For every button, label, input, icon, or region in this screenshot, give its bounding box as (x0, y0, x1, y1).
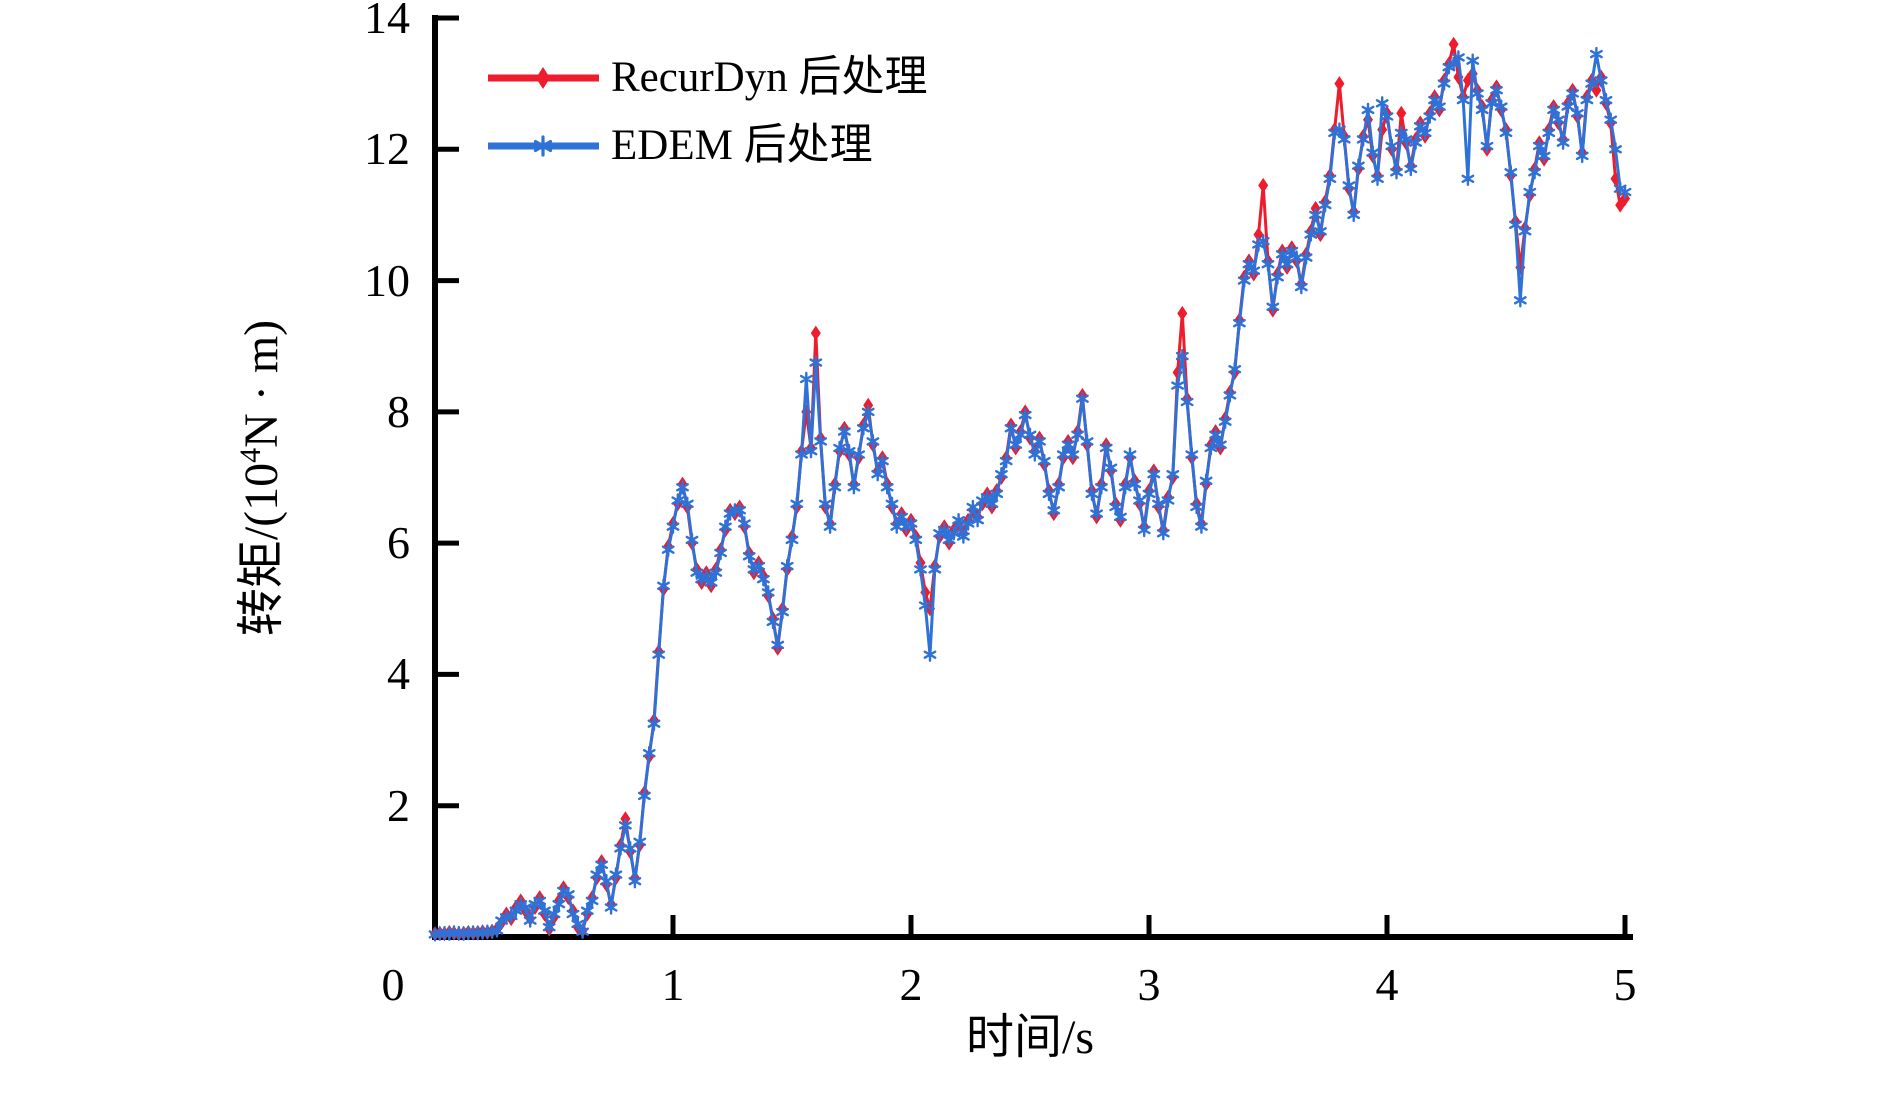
y-tick-label: 14 (364, 0, 410, 43)
legend-item-recurdyn: RecurDyn 后处理 (486, 48, 927, 108)
y-axis-title-prefix: 转矩/(10 (235, 462, 288, 637)
legend-label-recurdyn: RecurDyn 后处理 (611, 54, 928, 101)
y-axis-title: 转矩/(104N · m) (232, 178, 292, 778)
x-tick-label: 0 (381, 959, 405, 1010)
legend-line-star-icon (488, 135, 599, 157)
y-axis-title-suffix: N · m) (235, 319, 288, 448)
y-tick-label: 12 (364, 123, 410, 175)
series-line-diamond (434, 42, 1627, 936)
y-tick-label: 8 (387, 385, 410, 437)
y-tick-label: 10 (364, 254, 410, 306)
y-tick-label: 2 (387, 779, 410, 831)
legend-line-diamond-icon (488, 67, 599, 89)
legend-label-edem: EDEM 后处理 (611, 122, 873, 169)
y-tick-label: 4 (387, 648, 410, 700)
legend-star-marker (533, 135, 553, 157)
legend-diamond-marker (536, 67, 550, 89)
x-tick-label: 4 (1375, 959, 1399, 1010)
y-tick-label: 6 (387, 517, 410, 569)
legend: RecurDyn 后处理 EDEM 后处理 (486, 48, 927, 176)
legend-item-edem: EDEM 后处理 (486, 116, 927, 176)
star-markers (428, 46, 1632, 942)
x-tick-label: 3 (1137, 959, 1161, 1010)
x-axis-title: 时间/s (965, 1011, 1095, 1064)
x-tick-label: 2 (899, 959, 923, 1010)
y-axis-title-superscript: 4 (234, 447, 267, 463)
series-line-star (434, 52, 1626, 936)
x-tick-label: 1 (661, 959, 685, 1010)
x-tick-label: 5 (1613, 959, 1637, 1010)
